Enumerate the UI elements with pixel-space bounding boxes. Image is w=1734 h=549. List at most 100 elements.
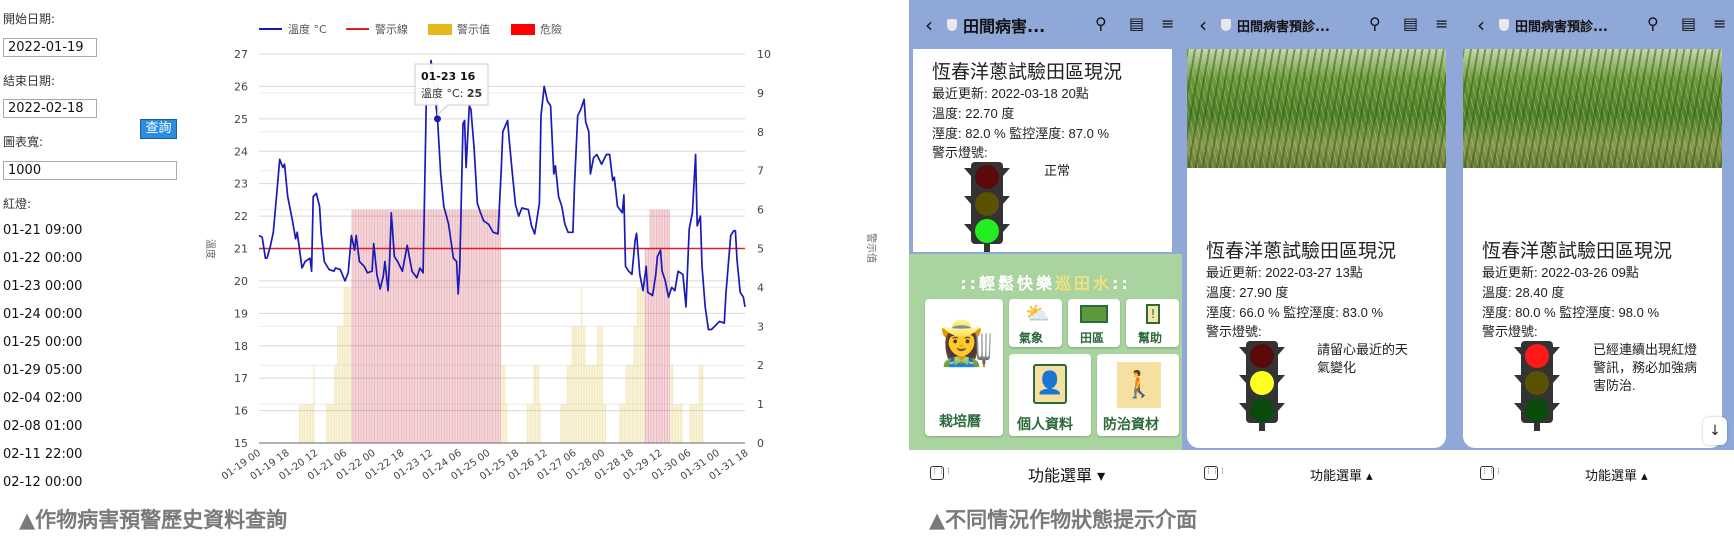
chat-header: ‹ 田間病害預診... ⚲ ▤ ≡ bbox=[1477, 12, 1734, 38]
danger-bar bbox=[496, 209, 498, 443]
danger-bar bbox=[439, 209, 441, 443]
notes-icon[interactable]: ▤ bbox=[1129, 14, 1145, 33]
warning-bar bbox=[598, 326, 600, 443]
warning-bar bbox=[343, 287, 345, 443]
tile-field[interactable]: 田區 bbox=[1068, 299, 1120, 347]
red-light-time: 02-04 02:00 bbox=[3, 391, 83, 406]
field-icon bbox=[1080, 305, 1108, 323]
warning-bar bbox=[536, 365, 538, 443]
chart-width-input[interactable]: 1000 bbox=[3, 161, 177, 180]
warning-bar bbox=[700, 365, 702, 443]
function-menu-toggle[interactable]: 功能選單 ▴ bbox=[1310, 469, 1373, 484]
warning-bar bbox=[563, 404, 565, 443]
danger-bar bbox=[356, 209, 358, 443]
danger-bar bbox=[483, 209, 486, 443]
warning-bar bbox=[504, 365, 506, 443]
search-icon[interactable]: ⚲ bbox=[1647, 14, 1659, 33]
warning-bar bbox=[603, 404, 605, 443]
back-icon[interactable]: ‹ bbox=[1199, 13, 1207, 37]
y-left-tick-label: 16 bbox=[234, 405, 248, 418]
warning-bar bbox=[300, 404, 302, 443]
rich-menu: ::輕鬆快樂巡田水:: 👩‍🌾 栽培曆 ⛅ 氣象 田區 ! 幫助 👤 個人資料 … bbox=[909, 254, 1182, 450]
legend-label: 危險 bbox=[540, 22, 562, 36]
warning-bar bbox=[678, 404, 680, 443]
warning-bar bbox=[624, 404, 626, 443]
search-icon[interactable]: ⚲ bbox=[1369, 14, 1381, 33]
danger-bar bbox=[667, 209, 669, 443]
notes-icon[interactable]: ▤ bbox=[1681, 14, 1697, 33]
tile-weather[interactable]: ⛅ 氣象 bbox=[1009, 299, 1062, 347]
red-light-time: 01-23 00:00 bbox=[3, 279, 83, 294]
start-date-input[interactable]: 2022-01-19 bbox=[3, 38, 97, 57]
function-menu-toggle[interactable]: 功能選單 ▴ bbox=[1585, 469, 1648, 484]
warning-bar bbox=[595, 365, 597, 443]
warning-bar bbox=[539, 404, 541, 443]
function-menu-toggle[interactable]: 功能選單 ▾ bbox=[1028, 466, 1106, 485]
traffic-light-icon bbox=[964, 162, 1010, 252]
menu-icon[interactable]: ≡ bbox=[1435, 14, 1449, 33]
tile-pest-control[interactable]: 🚶 防治資材 bbox=[1097, 354, 1179, 436]
warning-bar bbox=[305, 404, 307, 443]
menu-icon[interactable]: ≡ bbox=[1713, 14, 1727, 33]
warning-bar bbox=[679, 404, 682, 443]
red-light-time: 01-24 00:00 bbox=[3, 307, 83, 322]
notes-icon[interactable]: ▤ bbox=[1403, 14, 1419, 33]
search-button[interactable]: 查詢 bbox=[140, 119, 177, 139]
warning-bar bbox=[692, 404, 694, 443]
danger-bar bbox=[499, 209, 501, 443]
end-date-input[interactable]: 2022-02-18 bbox=[3, 99, 97, 118]
menu-icon[interactable]: ≡ bbox=[1161, 14, 1175, 33]
scroll-down-button[interactable]: ↓ bbox=[1703, 417, 1727, 445]
warning-bar bbox=[581, 287, 583, 443]
danger-bar bbox=[458, 209, 460, 443]
danger-bar bbox=[396, 209, 398, 443]
danger-bar bbox=[412, 209, 414, 443]
warning-bar bbox=[582, 326, 584, 443]
danger-bar bbox=[498, 209, 500, 443]
danger-bar bbox=[450, 209, 452, 443]
back-icon[interactable]: ‹ bbox=[1477, 13, 1485, 37]
keyboard-icon[interactable]: ⋮⋮⋮ bbox=[1480, 466, 1502, 480]
y-right-axis-title: 警示值 bbox=[865, 233, 878, 263]
danger-bar bbox=[415, 209, 417, 443]
warning-bar bbox=[531, 404, 533, 443]
tile-help[interactable]: ! 幫助 bbox=[1126, 299, 1179, 347]
back-icon[interactable]: ‹ bbox=[925, 13, 933, 37]
danger-bar bbox=[651, 209, 653, 443]
warning-bar bbox=[697, 404, 699, 443]
y-left-tick-label: 20 bbox=[234, 275, 248, 288]
warning-bar bbox=[590, 365, 592, 443]
warning-bar bbox=[576, 326, 578, 443]
search-icon[interactable]: ⚲ bbox=[1095, 14, 1107, 33]
y-right-tick-label: 6 bbox=[757, 204, 764, 217]
red-light-time: 01-21 09:00 bbox=[3, 223, 83, 238]
y-right-tick-label: 8 bbox=[757, 126, 764, 139]
danger-bar bbox=[367, 209, 369, 443]
chat-header: ‹ 田間病害... ⚲ ▤ ≡ bbox=[925, 12, 1185, 38]
yellow-lamp bbox=[975, 192, 999, 216]
danger-bar bbox=[437, 209, 439, 443]
tile-calendar[interactable]: 👩‍🌾 栽培曆 bbox=[925, 299, 1003, 436]
card-title: 恆春洋蔥試驗田區現況 bbox=[1206, 241, 1397, 262]
red-lamp bbox=[1525, 344, 1549, 368]
warning-bar bbox=[619, 404, 621, 443]
danger-bar bbox=[663, 209, 666, 443]
warning-bar bbox=[601, 326, 603, 443]
y-left-tick-label: 27 bbox=[234, 48, 248, 61]
warning-bar bbox=[568, 365, 570, 443]
warning-bar bbox=[627, 365, 629, 443]
danger-bar bbox=[491, 209, 493, 443]
keyboard-icon[interactable]: ⋮⋮⋮ bbox=[1204, 466, 1226, 480]
danger-bar bbox=[471, 209, 473, 443]
red-light-label: 紅燈: bbox=[3, 197, 32, 211]
danger-bar bbox=[399, 209, 401, 443]
danger-bar bbox=[463, 209, 465, 443]
tile-profile[interactable]: 👤 個人資料 bbox=[1009, 354, 1091, 436]
warning-bar bbox=[311, 404, 313, 443]
keyboard-icon[interactable]: ⋮⋮⋮ bbox=[930, 466, 952, 480]
danger-bar bbox=[357, 209, 360, 443]
danger-bar bbox=[426, 209, 428, 443]
warning-bar bbox=[702, 365, 704, 443]
tile-label: 氣象 bbox=[1019, 331, 1044, 345]
danger-bar bbox=[383, 209, 385, 443]
